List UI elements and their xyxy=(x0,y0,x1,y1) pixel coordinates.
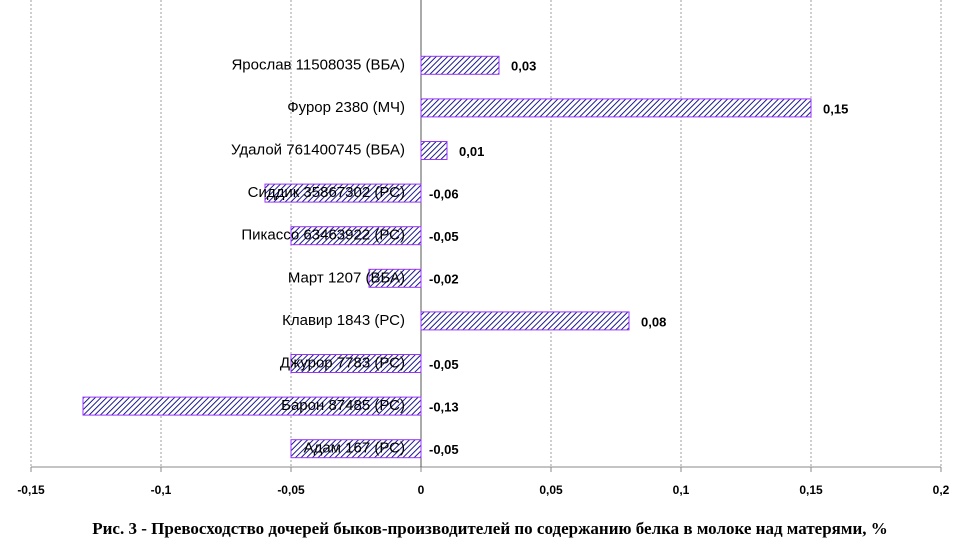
y-tick-label: Удалой 761400745 (ВБА) xyxy=(231,141,405,158)
x-tick-label: -0,15 xyxy=(17,483,45,497)
bar xyxy=(290,354,422,373)
bar xyxy=(264,183,422,203)
value-label: -0,05 xyxy=(429,229,459,244)
y-tick-label: Барон 87485 (РС) xyxy=(281,397,405,414)
caption: Рис. 3 - Превосходство дочерей быков-про… xyxy=(92,519,888,538)
value-label: -0,05 xyxy=(429,442,459,457)
x-tick-label: 0,1 xyxy=(673,483,690,497)
x-tick-label: 0,15 xyxy=(799,483,823,497)
bar xyxy=(420,55,500,75)
bar xyxy=(420,141,448,160)
bar xyxy=(290,439,422,459)
y-tick-label: Адам 167 (РС) xyxy=(304,440,405,457)
x-tick-label: -0,05 xyxy=(277,483,305,497)
x-tick-label: 0,2 xyxy=(933,483,950,497)
y-tick-label: Сиддик 35867302 (РС) xyxy=(248,184,405,201)
bar xyxy=(368,268,422,288)
value-label: -0,05 xyxy=(429,357,459,372)
x-tick-label: 0,05 xyxy=(539,483,563,497)
y-tick-label: Фурор 2380 (МЧ) xyxy=(287,99,405,116)
y-tick-label: Пикассо 63463922 (РС) xyxy=(241,227,405,244)
value-label: -0,06 xyxy=(429,187,459,202)
bar xyxy=(420,311,630,331)
value-label: 0,03 xyxy=(511,59,536,74)
value-label: 0,08 xyxy=(641,314,666,329)
y-tick-label: Март 1207 (ВБА) xyxy=(288,269,405,286)
x-tick-label: -0,1 xyxy=(151,483,172,497)
y-tick-label: Джурор 7783 (РС) xyxy=(280,354,405,371)
y-tick-label: Ярослав 11508035 (ВБА) xyxy=(231,56,405,73)
value-label: -0,13 xyxy=(429,400,459,415)
value-label: 0,15 xyxy=(823,101,848,116)
value-label: 0,01 xyxy=(459,144,484,159)
bar xyxy=(82,396,422,416)
bar xyxy=(420,98,812,118)
y-tick-label: Клавир 1843 (РС) xyxy=(282,312,405,329)
x-tick-label: 0 xyxy=(418,483,425,497)
bar xyxy=(290,226,422,246)
value-label: -0,02 xyxy=(429,272,459,287)
